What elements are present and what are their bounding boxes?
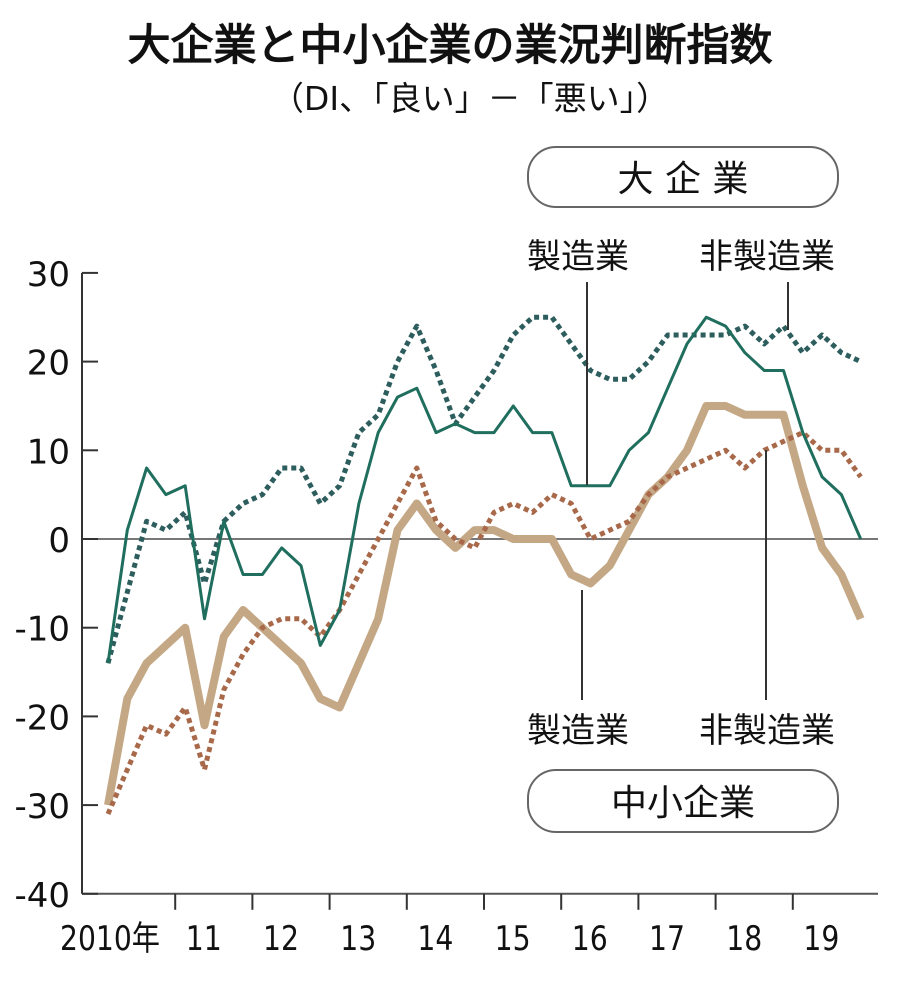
y-tick-label: -40 [14,876,70,916]
series-lines [104,314,865,815]
y-tick-label: -30 [14,787,70,827]
legend-label-small: 中小企業 [611,783,755,824]
legend-box-large [527,146,839,208]
x-tick-label: 13 [340,919,376,959]
x-tick-label: 18 [726,919,762,959]
legend-small-companies: 製造業 非製造業 中小企業 [527,450,839,833]
x-tick-label: 14 [417,919,453,959]
chart-title: 大企業と中小企業の業況判断指数 [128,21,773,71]
x-tick-label: 17 [649,919,685,959]
y-tick-label: 30 [27,255,70,295]
label-small-nonmanufacturing: 非製造業 [699,711,835,751]
legend-box-small [527,769,839,833]
x-tick-label: 19 [803,919,839,959]
y-tick-label: 0 [48,521,70,561]
label-large-manufacturing: 製造業 [527,237,629,277]
legend-label-large: 大 企 業 [618,159,749,200]
line-large-manufacturing [106,315,863,664]
line-large-nonmanufacturing [105,314,862,664]
y-tick-label: -10 [14,610,70,650]
label-large-nonmanufacturing: 非製造業 [699,237,835,277]
x-tick-label: 11 [186,919,222,959]
y-tick-label: 10 [27,432,70,472]
label-small-manufacturing: 製造業 [527,711,629,751]
x-tick-label: 15 [495,919,531,959]
line-small-nonmanufacturing [105,430,863,815]
x-tick-label: 2010年 [60,919,160,959]
chart-subtitle: （DI、「良い」－「悪い」） [271,79,669,118]
legend-large-companies: 大 企 業 製造業 非製造業 [527,146,839,485]
y-tick-label: 20 [27,344,70,384]
x-tick-label: 12 [263,919,299,959]
x-tick-label: 16 [572,919,608,959]
y-tick-label: -20 [14,698,70,738]
